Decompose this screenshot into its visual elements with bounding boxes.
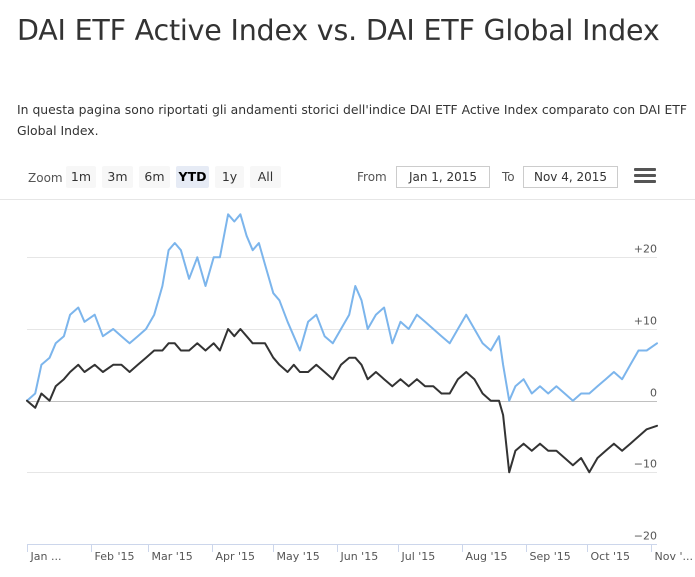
series-line-active-index[interactable] (26, 213, 658, 402)
series-line-global-index[interactable] (26, 328, 658, 474)
y-tick-label: −20 (634, 530, 657, 543)
range-button-3m[interactable]: 3m (102, 166, 133, 188)
range-button-1y[interactable]: 1y (215, 166, 244, 188)
from-label: From (357, 170, 387, 184)
x-tick-label: Jan ... (30, 550, 62, 563)
range-button-6m[interactable]: 6m (139, 166, 170, 188)
x-tick-label: Jun '15 (340, 550, 379, 563)
x-tick-label: May '15 (277, 550, 320, 563)
page-title: DAI ETF Active Index vs. DAI ETF Global … (17, 14, 660, 47)
menu-icon[interactable] (634, 168, 656, 186)
to-label: To (502, 170, 515, 184)
from-date-input[interactable]: Jan 1, 2015 (396, 166, 490, 188)
range-button-ytd[interactable]: YTD (176, 166, 209, 188)
stock-chart: Zoom 1m 3m 6m YTD 1y All From Jan 1, 201… (0, 152, 695, 577)
x-tick-label: Apr '15 (216, 550, 256, 563)
range-button-all[interactable]: All (250, 166, 281, 188)
x-tick-label: Sep '15 (530, 550, 571, 563)
x-tick-label: Feb '15 (95, 550, 135, 563)
x-tick-label: Aug '15 (466, 550, 508, 563)
y-tick-label: +20 (634, 243, 657, 256)
x-tick-label: Oct '15 (591, 550, 631, 563)
range-selector: Zoom 1m 3m 6m YTD 1y All From Jan 1, 201… (0, 152, 695, 200)
zoom-label: Zoom (28, 171, 63, 185)
to-date-input[interactable]: Nov 4, 2015 (523, 166, 618, 188)
y-tick-label: −10 (634, 458, 657, 471)
y-tick-label: +10 (634, 315, 657, 328)
x-tick-label: Jul '15 (401, 550, 436, 563)
x-tick-label: Nov '... (655, 550, 693, 563)
range-button-1m[interactable]: 1m (66, 166, 96, 188)
chart-plot-area: +20 +10 0 −10 −20 Jan ... Feb '15 Mar '15 Apr '1… (0, 199, 695, 563)
y-tick-label: 0 (650, 387, 657, 400)
page-intro: In questa pagina sono riportati gli anda… (17, 102, 687, 138)
x-tick-label: Mar '15 (152, 550, 193, 563)
